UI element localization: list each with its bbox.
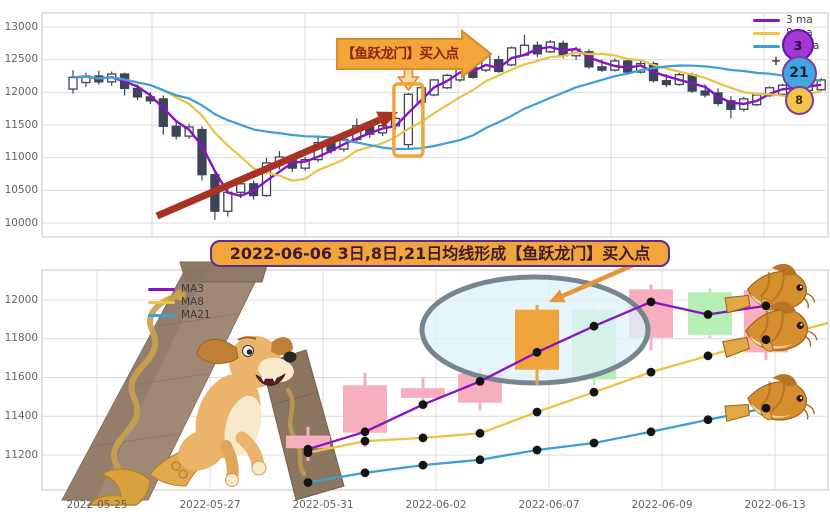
y-tick-label: 10000	[4, 216, 38, 229]
ma-marker-dot	[418, 433, 428, 443]
ma-marker-dot	[360, 436, 370, 446]
plus-marker	[772, 57, 780, 65]
ma8-line	[72, 51, 822, 182]
ma21-swatch	[148, 313, 175, 317]
ma-marker-dot	[303, 478, 313, 487]
ma3-swatch	[148, 287, 175, 291]
ma-marker-dot	[646, 427, 656, 437]
x-tick-label: 2022-05-27	[179, 499, 241, 511]
trend-arrow	[155, 116, 382, 220]
ma-marker-dot	[703, 310, 713, 319]
candlestick	[158, 98, 168, 127]
ma-markers-layer	[303, 297, 771, 487]
ma-marker-dot	[475, 455, 485, 465]
ma-marker-dot	[761, 403, 771, 413]
ma-marker-dot	[761, 301, 771, 311]
legend-item-ma8: MA8	[148, 297, 211, 307]
legend-label: MA3	[181, 283, 204, 295]
candlestick	[726, 100, 736, 110]
ma-marker-dot	[475, 428, 485, 438]
candlestick	[132, 87, 143, 98]
x-tick-label: 2022-06-02	[405, 499, 467, 511]
ma-marker-dot	[532, 407, 542, 417]
candlestick	[597, 66, 607, 71]
buy-point-arrow	[561, 259, 641, 299]
top-chart-annotations	[155, 28, 780, 220]
y-tick-label: 12000	[4, 293, 38, 306]
y-tick-label: 11400	[4, 409, 38, 422]
legend-item-ma3: 3 ma	[753, 15, 819, 25]
ma-marker-dot	[703, 351, 713, 361]
ma-marker-dot	[303, 448, 313, 458]
ma-marker-dot	[475, 377, 485, 386]
dragon-gate-arch	[61, 261, 345, 501]
ma-marker-dot	[360, 427, 370, 437]
buy-point-callout-label: 【鱼跃龙门】买入点	[341, 46, 460, 62]
ma-marker-dot	[360, 468, 370, 478]
y-tick-label: 11600	[4, 371, 38, 383]
ma8-badge: 8	[784, 85, 814, 115]
ma-marker-dot	[646, 367, 656, 377]
annotation-arrow-layer	[549, 259, 641, 303]
ma21-swatch	[753, 44, 780, 48]
highlight-box	[392, 82, 425, 158]
ma-marker-dot	[761, 335, 771, 345]
x-tick-label: 2022-05-25	[66, 499, 128, 511]
ma21-line	[72, 64, 822, 151]
ma8-swatch	[148, 300, 175, 304]
candlestick	[223, 191, 233, 212]
ma-marker-dot	[589, 438, 599, 448]
y-tick-label: 12500	[4, 53, 38, 66]
candlestick	[171, 125, 181, 137]
y-tick-label: 12000	[4, 85, 38, 98]
ma8-swatch	[753, 31, 780, 35]
ma-marker-dot	[532, 445, 542, 455]
y-tick-label: 10500	[4, 183, 38, 196]
bottom-chart-title: 2022-06-06 3日,8日,21日均线形成【鱼跃龙门】买入点	[210, 240, 670, 267]
x-tick-label: 2022-06-09	[631, 499, 693, 511]
ma-marker-dot	[589, 387, 599, 397]
ma3-line	[72, 45, 822, 197]
y-tick-label: 11500	[4, 118, 38, 131]
ma-marker-dot	[532, 347, 542, 357]
y-tick-label: 11800	[4, 332, 38, 345]
candlestick	[403, 93, 414, 146]
y-tick-label: 11200	[4, 448, 38, 461]
candlestick	[236, 183, 246, 193]
y-tick-label: 13000	[4, 20, 38, 33]
bottom-chart-legend: MA3 MA8 MA21	[148, 284, 211, 320]
callout-arrow-box	[336, 28, 493, 80]
x-tick-label: 2022-06-07	[518, 499, 580, 511]
x-tick-label: 2022-06-13	[744, 499, 806, 511]
leaping-dog-fish-mascot	[86, 336, 297, 506]
ma-marker-dot	[646, 297, 656, 307]
legend-label: 3 ma	[786, 14, 813, 26]
legend-item-ma21: MA21	[148, 310, 211, 320]
candlestick	[300, 158, 310, 169]
ma-marker-dot	[589, 321, 599, 331]
candlestick	[401, 388, 445, 398]
y-tick-label: 11000	[4, 151, 38, 164]
decorative-illustrations	[61, 261, 345, 506]
ma-marker-dot	[418, 400, 428, 409]
ma-marker-dot	[703, 415, 713, 425]
ma-marker-dot	[418, 460, 428, 470]
candlestick	[68, 76, 78, 90]
buy-point-arrow-head	[549, 289, 566, 303]
ma3-swatch	[753, 18, 780, 22]
candlestick	[700, 90, 710, 96]
ma21-badge: 21	[781, 55, 817, 91]
legend-label: MA8	[181, 296, 204, 308]
candlestick	[661, 79, 672, 86]
legend-item-ma3: MA3	[148, 284, 211, 294]
legend-label: MA21	[181, 309, 211, 321]
x-tick-label: 2022-05-31	[292, 499, 354, 511]
